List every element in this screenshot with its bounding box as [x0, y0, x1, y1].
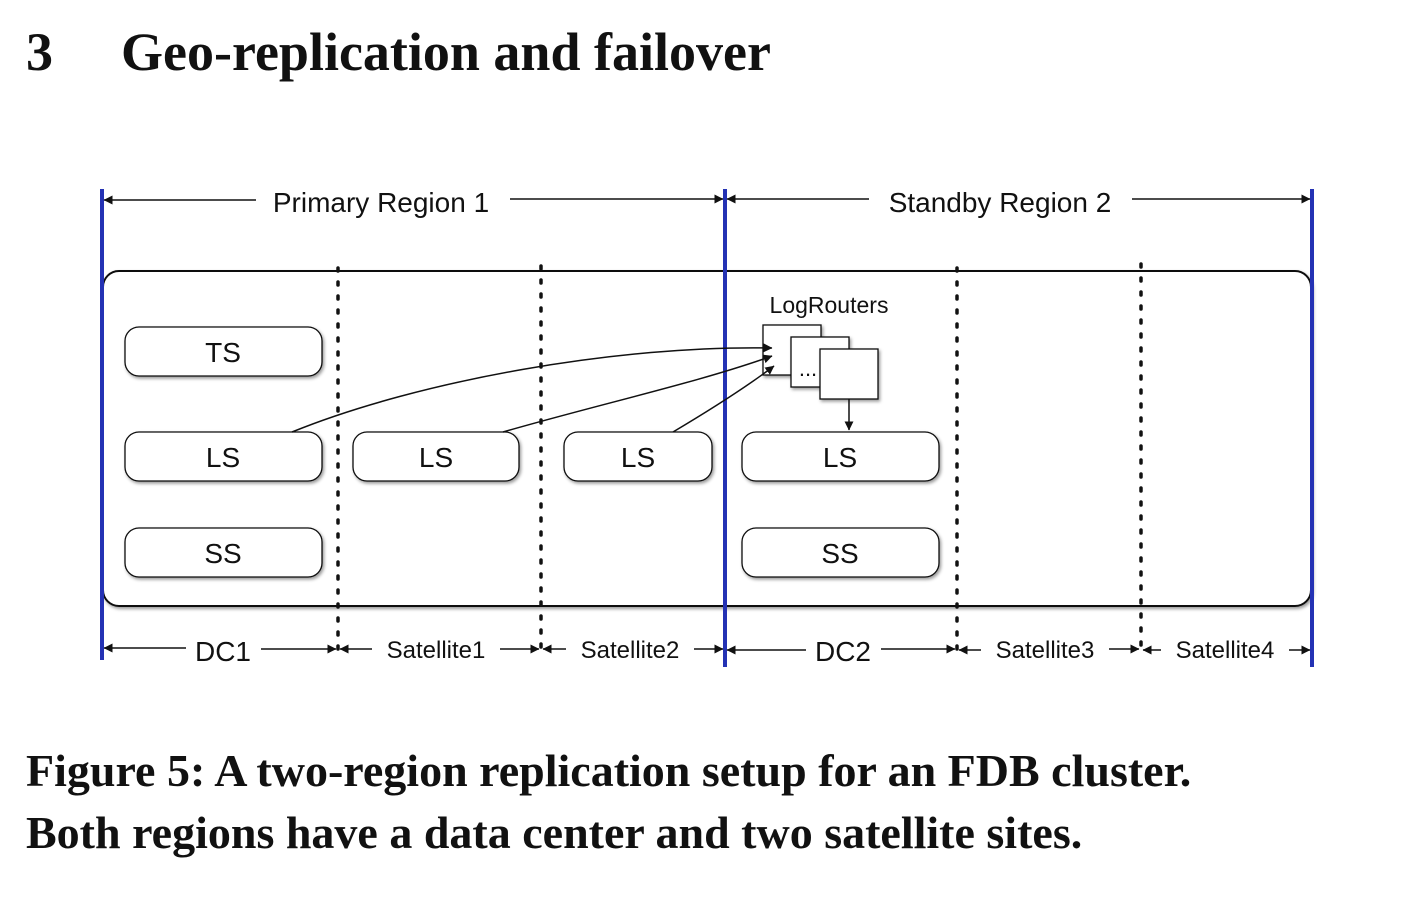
log-routers-ellipsis: ... [799, 356, 817, 381]
ls-box-satellite2: LS [564, 432, 712, 481]
ts-label: TS [205, 337, 241, 368]
caption-line-1: Figure 5: A two-region replication setup… [26, 740, 1406, 802]
log-router-box-3 [820, 349, 878, 399]
ls-label-dc2: LS [823, 442, 857, 473]
figure-caption: Figure 5: A two-region replication setup… [26, 740, 1406, 864]
site-label-satellite1: Satellite1 [387, 637, 486, 664]
ls-box-dc2: LS [742, 432, 939, 481]
ls-label-satellite2: LS [621, 442, 655, 473]
log-routers-label: LogRouters [770, 292, 889, 318]
site-label-dc1: DC1 [195, 636, 251, 667]
site-label-satellite3: Satellite3 [996, 637, 1095, 664]
ts-box: TS [125, 327, 322, 376]
site-label-satellite2: Satellite2 [581, 637, 680, 664]
ss-label-dc1: SS [204, 538, 241, 569]
ls-label-dc1: LS [206, 442, 240, 473]
standby-region-label: Standby Region 2 [889, 187, 1112, 218]
ss-box-dc2: SS [742, 528, 939, 577]
ls-box-satellite1: LS [353, 432, 519, 481]
ss-box-dc1: SS [125, 528, 322, 577]
ls-box-dc1: LS [125, 432, 322, 481]
ss-label-dc2: SS [821, 538, 858, 569]
primary-region-label: Primary Region 1 [273, 187, 489, 218]
site-label-satellite4: Satellite4 [1176, 637, 1275, 664]
caption-line-2: Both regions have a data center and two … [26, 802, 1406, 864]
ls-label-satellite1: LS [419, 442, 453, 473]
site-label-dc2: DC2 [815, 636, 871, 667]
